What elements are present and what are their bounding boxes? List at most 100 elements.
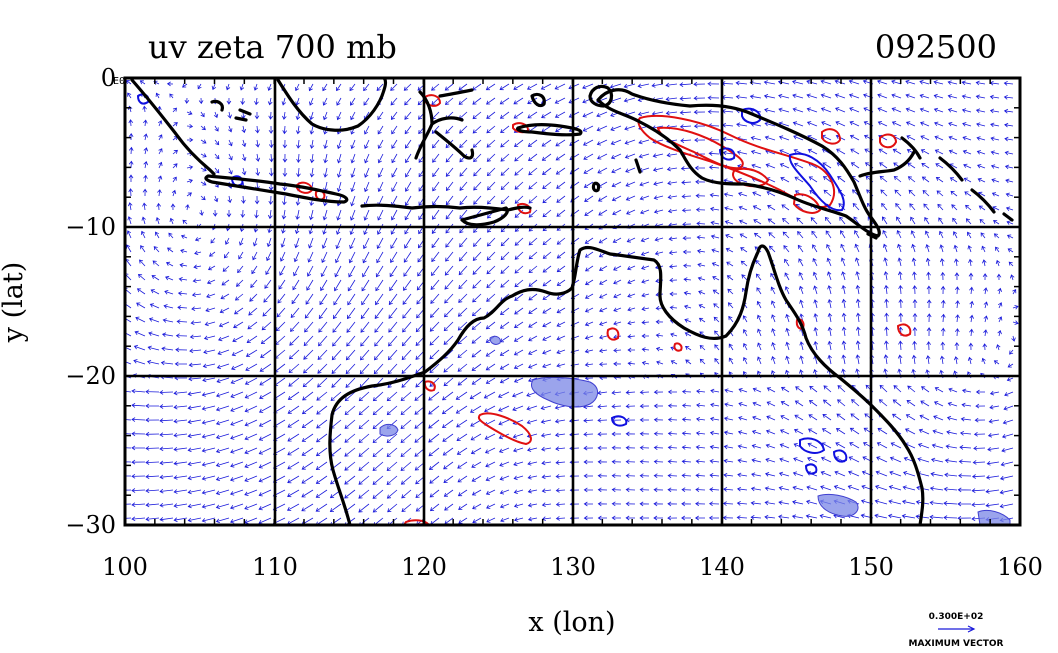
wind-vector	[962, 149, 972, 155]
wind-vector	[306, 279, 314, 291]
wind-vector	[500, 125, 510, 134]
wind-vector	[920, 400, 930, 407]
wind-vector	[990, 122, 1000, 128]
wind-vector	[322, 97, 328, 106]
wind-vector	[889, 470, 902, 477]
wind-vector	[336, 153, 342, 164]
wind-vector	[349, 83, 356, 92]
wind-vector	[556, 321, 566, 327]
wind-vector	[288, 377, 300, 387]
wind-vector	[201, 433, 216, 439]
wind-vector	[822, 162, 832, 169]
wind-vector	[897, 243, 902, 253]
wind-vector	[336, 111, 342, 121]
wind-vector	[445, 237, 454, 248]
wind-vector	[309, 111, 314, 121]
wind-vector	[346, 321, 356, 333]
wind-vector	[610, 125, 622, 132]
wind-vector	[841, 326, 847, 337]
wind-vector	[125, 316, 132, 323]
wind-vector	[784, 272, 790, 281]
wind-vector	[771, 356, 776, 365]
wind-vector	[294, 223, 300, 235]
wind-vector	[458, 279, 468, 290]
wind-vector	[349, 237, 356, 250]
wind-vector	[569, 459, 580, 465]
wind-vector	[172, 149, 178, 155]
wind-vector	[722, 501, 734, 506]
wind-vector	[641, 320, 650, 325]
wind-vector	[898, 298, 904, 309]
wind-vector	[877, 121, 888, 127]
wind-vector	[335, 251, 342, 264]
wind-vector	[980, 232, 986, 239]
wind-vector	[360, 321, 370, 333]
wind-vector	[820, 485, 832, 491]
wind-vector	[668, 250, 678, 255]
wind-vector	[458, 83, 468, 91]
wind-vector	[540, 419, 552, 424]
wind-vector	[131, 516, 146, 522]
wind-vector	[939, 244, 944, 253]
wind-vector	[793, 162, 804, 169]
wind-vector	[239, 83, 245, 91]
wind-vector	[855, 271, 860, 281]
wind-vector	[330, 447, 342, 457]
wind-vector	[881, 202, 888, 211]
wind-vector	[651, 111, 664, 116]
wind-vector	[755, 273, 762, 281]
wind-vector	[173, 503, 188, 508]
wind-vector	[898, 312, 904, 323]
wind-vector	[793, 135, 804, 141]
wind-vector	[377, 167, 384, 178]
wind-vector	[721, 122, 734, 128]
wind-vector	[155, 92, 160, 99]
wind-vector	[949, 177, 958, 183]
wind-vector	[554, 111, 566, 118]
wind-vector	[983, 301, 989, 309]
wind-vector	[230, 517, 244, 524]
wind-vector	[541, 502, 552, 508]
wind-vector	[827, 340, 833, 351]
wind-vector	[180, 234, 188, 239]
wind-vector	[188, 362, 202, 368]
wind-vector	[909, 203, 916, 211]
wind-vector	[500, 307, 510, 316]
wind-vector	[767, 218, 776, 225]
wind-vector	[344, 461, 356, 471]
wind-vector	[429, 349, 440, 360]
wind-vector	[500, 139, 510, 148]
wind-vector	[911, 257, 917, 267]
wind-vector	[779, 457, 790, 463]
wind-vector	[445, 251, 454, 262]
wind-vector	[294, 237, 300, 249]
wind-vector	[390, 111, 398, 120]
wind-vector	[834, 470, 846, 477]
wind-vector	[991, 192, 1000, 197]
wind-vector	[849, 427, 860, 435]
wind-vector	[782, 231, 790, 239]
wind-vector	[948, 135, 958, 141]
wind-vector	[316, 391, 328, 401]
wind-vector	[206, 293, 216, 299]
wind-vector	[725, 247, 734, 253]
wind-vector	[554, 97, 566, 104]
wind-vector	[876, 456, 888, 463]
wind-vector	[697, 262, 706, 268]
wind-vector	[390, 237, 398, 249]
wind-vector	[910, 216, 916, 225]
wind-vector	[128, 174, 134, 182]
coastline-halmahera	[530, 92, 546, 108]
wind-vector	[965, 218, 972, 225]
wind-vector	[919, 93, 930, 99]
wind-vector	[458, 293, 468, 303]
wind-vector	[597, 445, 608, 451]
wind-vector	[944, 458, 958, 464]
wind-vector	[303, 349, 314, 360]
wind-vector	[707, 81, 720, 87]
wind-vector	[1007, 248, 1014, 253]
wind-vector	[555, 153, 566, 161]
neg-vort-contour	[832, 449, 848, 463]
wind-vector	[764, 514, 776, 520]
wind-vector	[332, 321, 342, 333]
